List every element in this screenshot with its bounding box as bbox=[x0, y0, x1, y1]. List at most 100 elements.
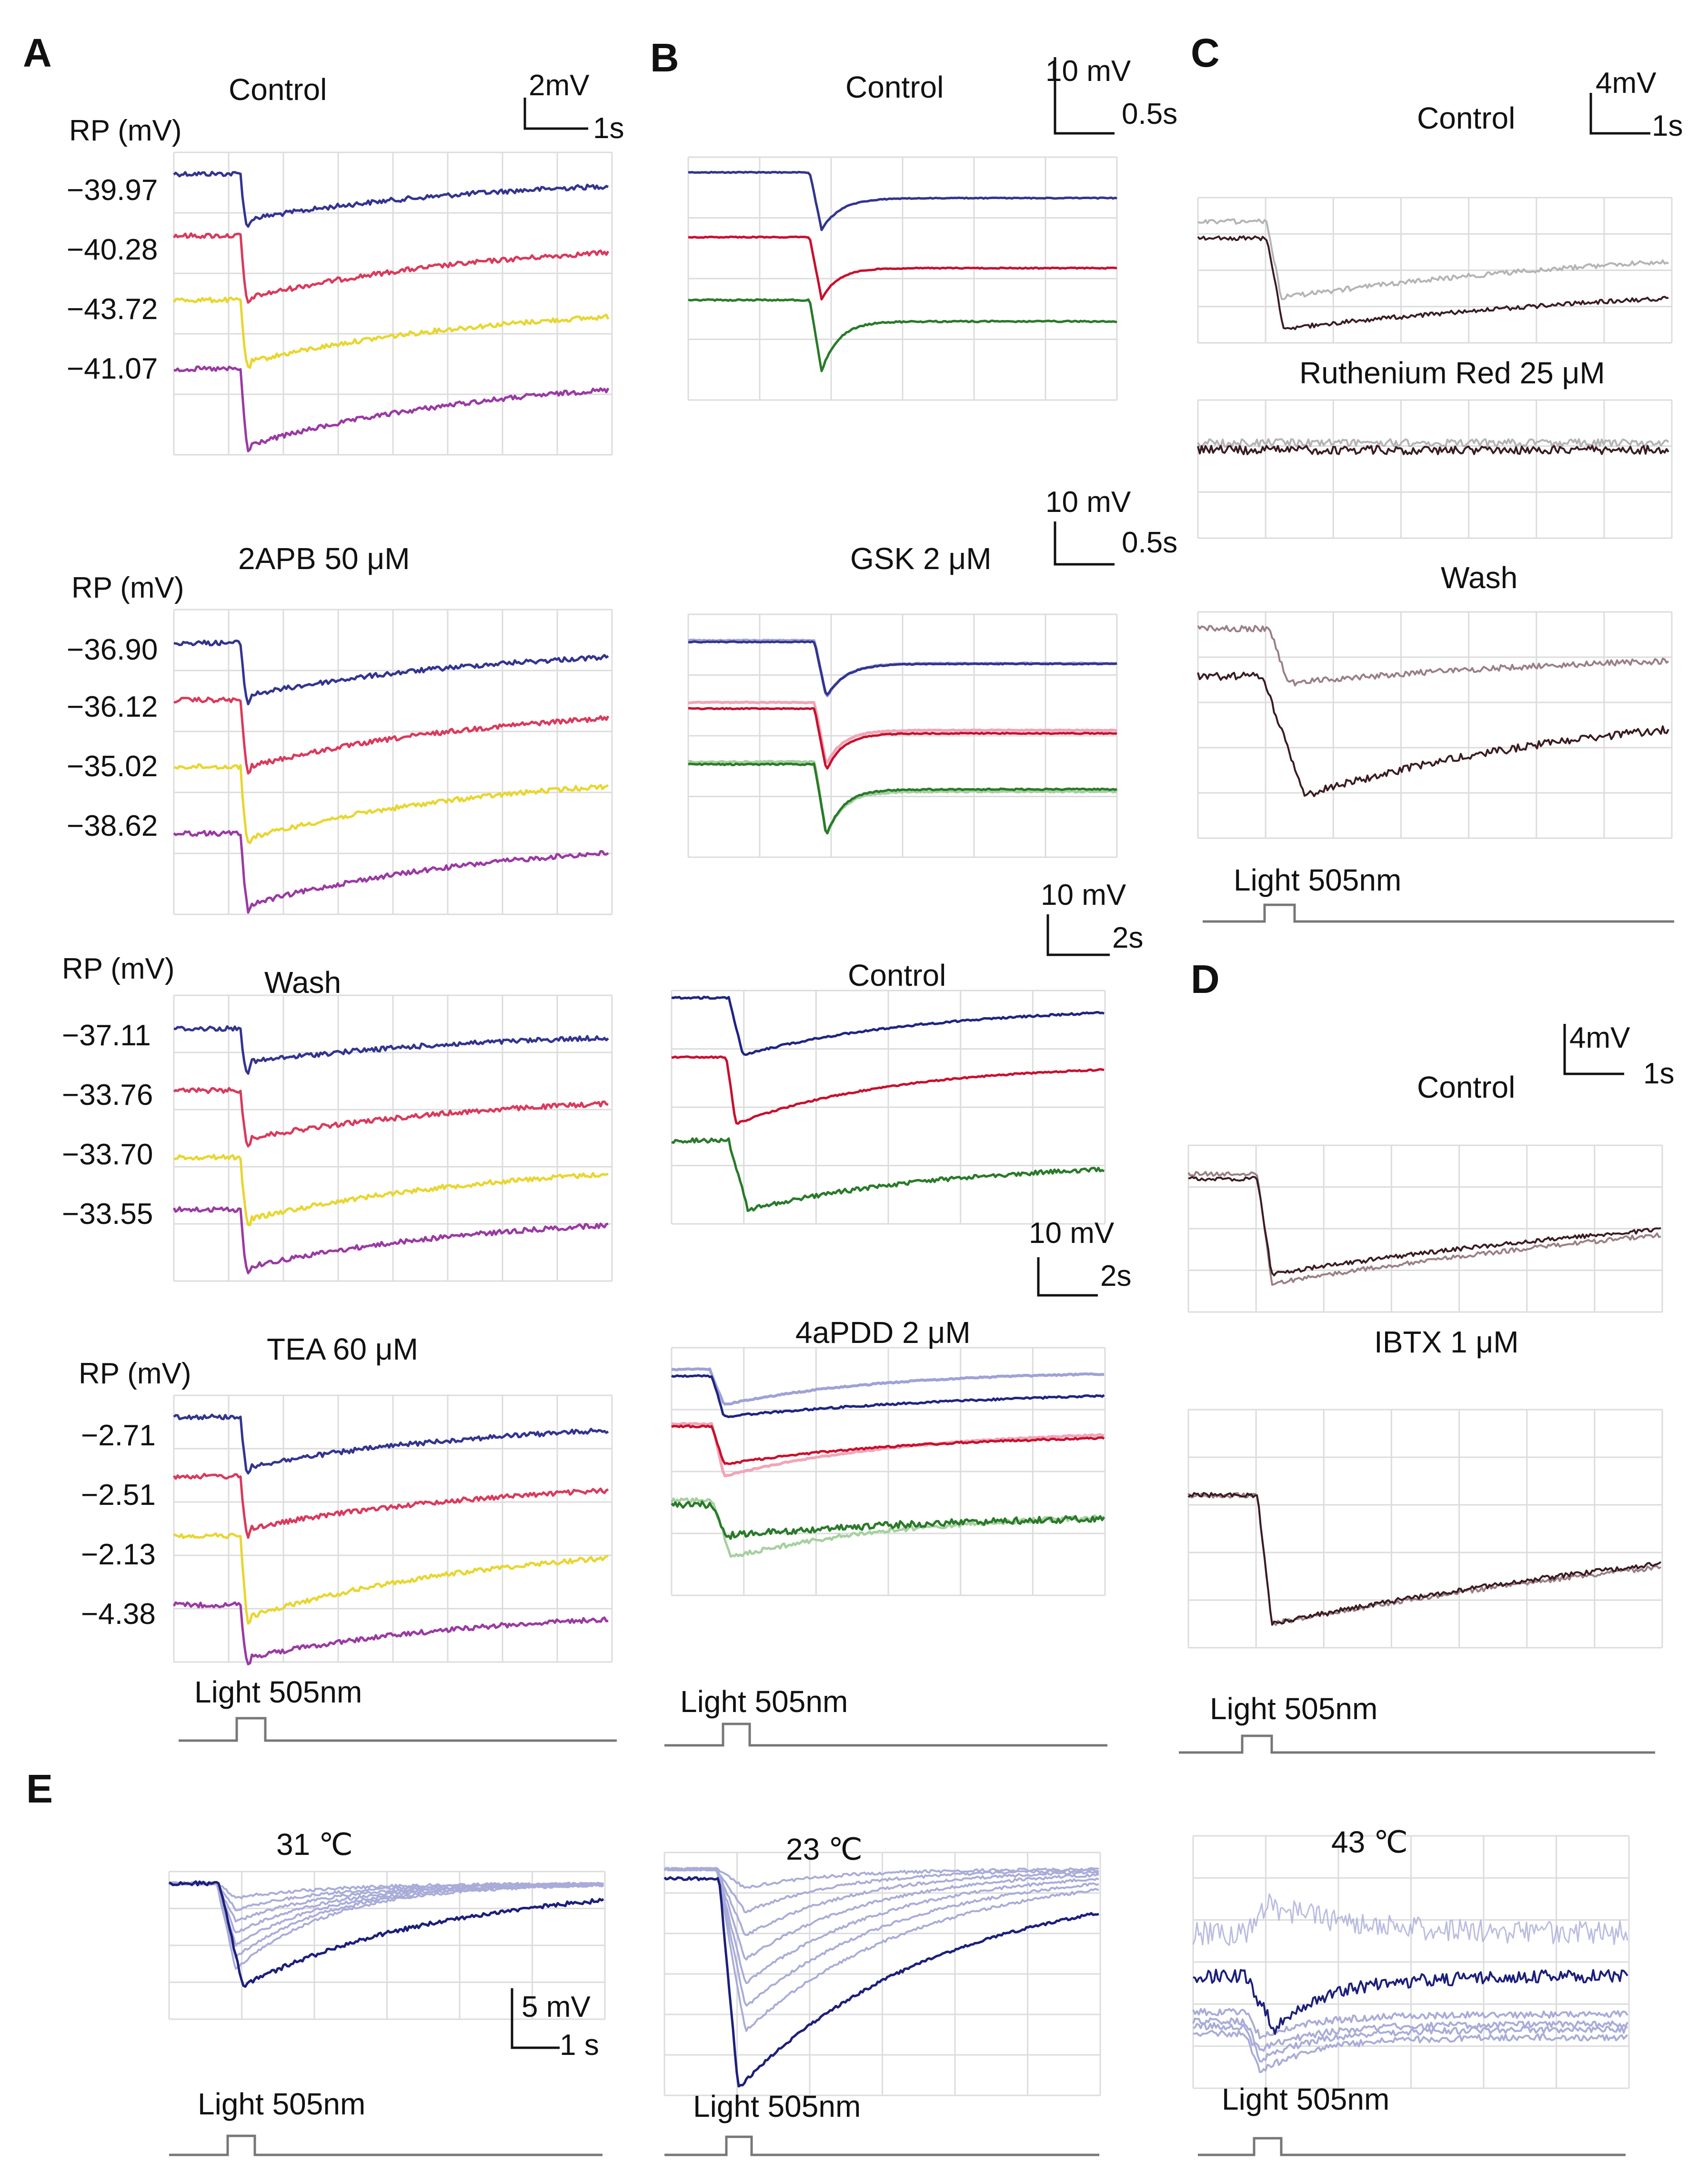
panel-e-light-label: Light 505nm bbox=[1222, 2082, 1389, 2116]
panel-a-light-label: Light 505nm bbox=[194, 1675, 362, 1709]
panel-b-scale-time: 0.5s bbox=[1122, 526, 1177, 559]
panel-b-scale-bar bbox=[1054, 57, 1115, 135]
voltage-trace bbox=[671, 1500, 1105, 1540]
panel-a-condition-wash: Wash bbox=[264, 965, 341, 1000]
panel-label-e: E bbox=[26, 1766, 53, 1811]
panel-b-light-stimulus bbox=[664, 1722, 1107, 1747]
panel-c-condition-control: Control bbox=[1417, 101, 1515, 135]
voltage-trace bbox=[172, 296, 610, 369]
panel-e: 31 ℃ 23 ℃ 43 ℃ 5 mV 1 s Light 505nm Ligh… bbox=[169, 1825, 1626, 2156]
voltage-trace bbox=[688, 707, 1117, 770]
voltage-trace bbox=[671, 1137, 1105, 1212]
panel-b-scale-time: 2s bbox=[1100, 1260, 1131, 1292]
panel-b-condition-control-2: Control bbox=[848, 958, 946, 992]
rp-value: −2.51 bbox=[81, 1479, 156, 1512]
panel-c-scale-time: 1s bbox=[1652, 110, 1683, 142]
rp-value: −41.07 bbox=[67, 352, 158, 385]
panel-e-temperature-43: 43 ℃ bbox=[1331, 1825, 1408, 1859]
rp-value: −37.11 bbox=[62, 1019, 151, 1052]
voltage-trace bbox=[173, 1087, 609, 1148]
panel-a-condition-control: Control bbox=[229, 72, 327, 107]
panel-c-scale-voltage: 4mV bbox=[1596, 67, 1657, 100]
panel-b-scale-bar bbox=[1054, 521, 1115, 566]
voltage-trace bbox=[168, 1881, 604, 1947]
voltage-trace bbox=[173, 365, 610, 452]
voltage-trace bbox=[172, 232, 610, 304]
voltage-trace bbox=[664, 1867, 1099, 2007]
voltage-trace bbox=[169, 1880, 604, 1988]
panel-b-scale-voltage: 10 mV bbox=[1045, 486, 1131, 519]
voltage-trace bbox=[663, 1876, 1099, 2088]
panel-a-scale-voltage: 2mV bbox=[529, 69, 590, 102]
rp-value: −40.28 bbox=[67, 233, 158, 266]
voltage-trace bbox=[663, 1867, 1099, 1913]
voltage-trace bbox=[671, 995, 1105, 1056]
panel-b-scale-voltage: 10 mV bbox=[1041, 879, 1126, 911]
panel-c-condition-wash: Wash bbox=[1441, 561, 1517, 595]
voltage-trace bbox=[1197, 438, 1669, 448]
rp-value: −38.62 bbox=[67, 810, 158, 842]
voltage-trace bbox=[173, 639, 609, 706]
panel-b-scale-time: 0.5s bbox=[1122, 98, 1177, 130]
rp-value: −39.97 bbox=[67, 174, 158, 207]
rp-value: −43.72 bbox=[67, 293, 158, 326]
panel-b-condition-control: Control bbox=[845, 70, 944, 104]
panel-a-condition-tea: TEA 60 μM bbox=[267, 1332, 418, 1366]
panel-b-condition-4apdd: 4aPDD 2 μM bbox=[795, 1315, 971, 1350]
voltage-trace bbox=[1197, 235, 1669, 330]
voltage-trace bbox=[173, 830, 609, 914]
voltage-trace bbox=[663, 1867, 1099, 2032]
voltage-trace bbox=[1193, 2022, 1628, 2063]
voltage-trace bbox=[671, 1055, 1105, 1125]
panel-d-scale-voltage: 4mV bbox=[1569, 1021, 1630, 1054]
panel-b-scale-bar bbox=[1046, 914, 1110, 956]
panel-e-temperature-31: 31 ℃ bbox=[276, 1827, 353, 1862]
voltage-trace bbox=[688, 640, 1117, 696]
panel-a-light-stimulus bbox=[179, 1717, 617, 1742]
voltage-trace bbox=[1192, 2017, 1628, 2052]
panel-e-light-label: Light 505nm bbox=[198, 2087, 365, 2121]
voltage-trace bbox=[172, 1206, 609, 1274]
panel-a-rp-header: RP (mV) bbox=[79, 1357, 191, 1390]
voltage-trace bbox=[173, 170, 609, 228]
rp-value: −35.02 bbox=[67, 750, 158, 783]
panel-e-light-stimulus bbox=[169, 2134, 603, 2156]
panel-b-light-label: Light 505nm bbox=[680, 1684, 848, 1719]
voltage-trace bbox=[671, 1374, 1105, 1418]
voltage-trace bbox=[663, 1867, 1099, 1889]
panel-e-temperature-23: 23 ℃ bbox=[786, 1832, 863, 1866]
panel-b-scale-voltage: 10 mV bbox=[1029, 1217, 1115, 1250]
rp-value: −4.38 bbox=[81, 1598, 156, 1631]
voltage-trace bbox=[173, 1025, 609, 1075]
rp-value: −33.55 bbox=[62, 1198, 153, 1231]
panel-a-rp-header: RP (mV) bbox=[69, 114, 182, 147]
voltage-trace bbox=[173, 1532, 608, 1625]
rp-value: −33.70 bbox=[62, 1138, 153, 1171]
panel-d-scale-time: 1s bbox=[1643, 1057, 1674, 1090]
panel-b-scale-time: 2s bbox=[1112, 921, 1143, 954]
voltage-trace bbox=[173, 1413, 609, 1475]
panel-label-b: B bbox=[650, 35, 679, 80]
voltage-trace bbox=[688, 298, 1117, 372]
panel-a-condition-2apb: 2APB 50 μM bbox=[238, 541, 410, 576]
panel-d-scale-bar bbox=[1563, 1024, 1624, 1075]
panel-b-scale-bar bbox=[1037, 1257, 1098, 1297]
voltage-trace bbox=[663, 1867, 1099, 1961]
panel-e-light-stimulus bbox=[1198, 2137, 1626, 2156]
voltage-trace bbox=[1193, 1969, 1628, 2035]
voltage-trace bbox=[688, 701, 1117, 764]
rp-value: −36.12 bbox=[67, 691, 158, 723]
voltage-trace bbox=[688, 760, 1117, 835]
voltage-trace bbox=[664, 1867, 1099, 1936]
voltage-trace bbox=[169, 1881, 604, 1970]
voltage-trace bbox=[1197, 218, 1669, 300]
panel-c-light-label: Light 505nm bbox=[1234, 863, 1401, 897]
panel-label-d: D bbox=[1191, 957, 1220, 1001]
voltage-trace bbox=[173, 763, 609, 844]
voltage-trace bbox=[688, 170, 1117, 231]
panel-e-light-label: Light 505nm bbox=[693, 2089, 861, 2123]
panel-a-scale-time: 1s bbox=[593, 112, 624, 145]
voltage-trace bbox=[1192, 1893, 1628, 1946]
panel-label-a: A bbox=[23, 30, 52, 75]
